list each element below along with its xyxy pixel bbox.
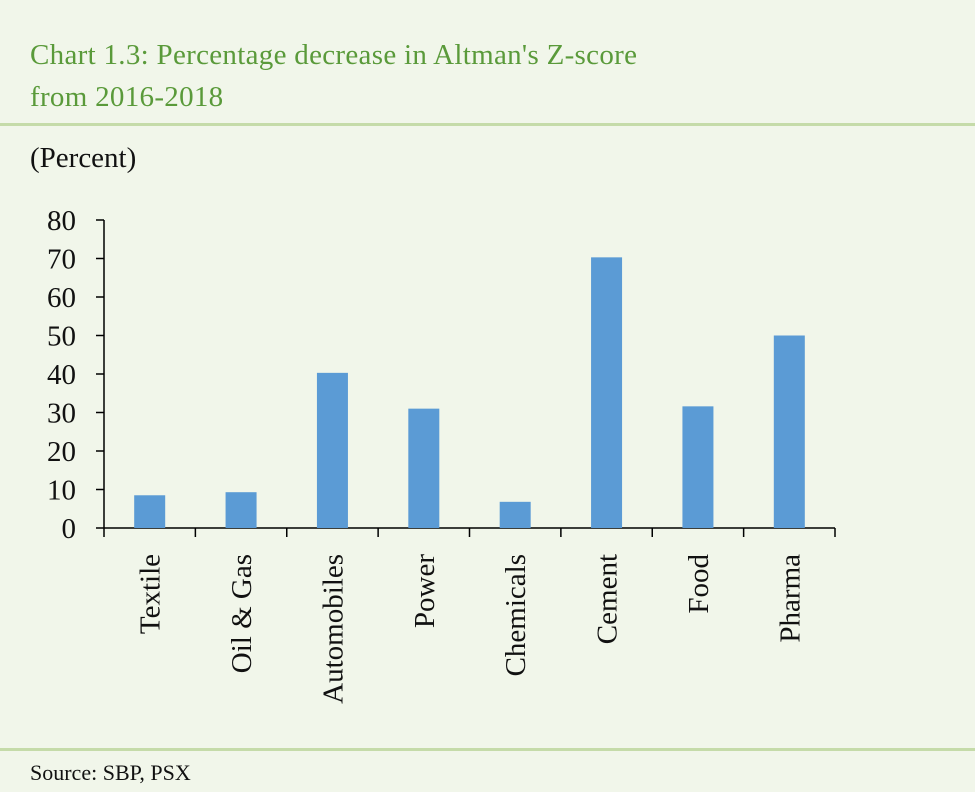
bar-cement [591,257,623,528]
chart-title-line-1: Chart 1.3: Percentage decrease in Altman… [30,39,638,71]
y-tick-label: 80 [47,205,76,237]
y-tick-label: 20 [47,436,76,468]
bar-chemicals [499,501,531,528]
y-tick-label: 10 [47,475,76,507]
bar-food [682,406,714,528]
x-tick-label: Food [683,554,715,614]
chart-title: Chart 1.3: Percentage decrease in Altman… [30,34,950,118]
y-tick-label: 40 [47,359,76,391]
y-tick-label: 50 [47,321,76,353]
y-tick-label: 70 [47,244,76,276]
bar-pharma [773,335,805,528]
chart-title-line-2: from 2016-2018 [30,81,224,113]
x-tick-label: Automobiles [317,554,349,704]
y-tick-label: 30 [47,398,76,430]
x-tick-label: Power [409,554,441,628]
x-tick-label: Textile [135,554,167,634]
y-axis-label: (Percent) [30,142,137,174]
y-tick-label: 60 [47,282,76,314]
source-note: Source: SBP, PSX [30,760,191,785]
bar-automobiles [316,372,348,528]
x-tick-label: Cement [592,554,624,644]
bar-oil-gas [225,492,257,528]
x-tick-label: Chemicals [500,554,532,676]
bar-power [408,408,440,528]
x-tick-label: Pharma [774,554,806,643]
bar-textile [134,495,166,528]
x-tick-label: Oil & Gas [226,554,258,673]
title-divider [0,123,975,126]
y-tick-label: 0 [62,513,77,545]
source-divider [0,748,975,751]
